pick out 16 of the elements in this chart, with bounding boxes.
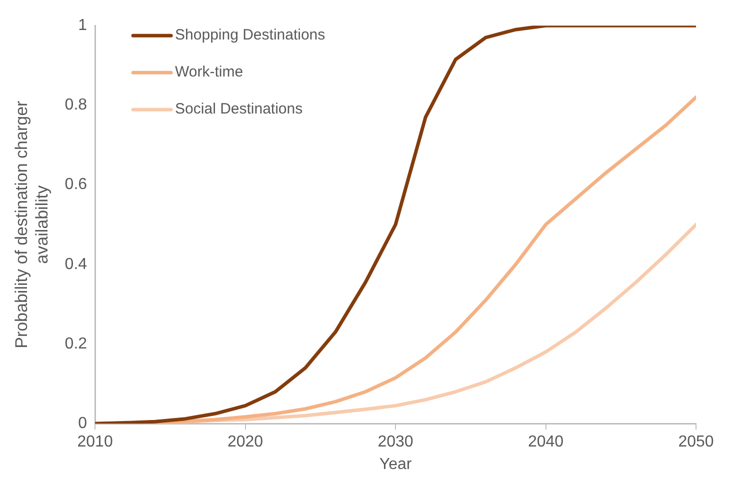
legend-label: Shopping Destinations bbox=[175, 26, 326, 44]
y-tick-label: 0.8 bbox=[64, 96, 88, 114]
y-tick-label: 0.2 bbox=[64, 335, 88, 352]
y-tick-label: 1 bbox=[78, 17, 88, 34]
legend-label: Work-time bbox=[175, 64, 244, 81]
x-tick-label: 2050 bbox=[678, 434, 714, 451]
y-tick-label: 0.6 bbox=[64, 176, 88, 194]
x-tick-label: 2040 bbox=[528, 434, 564, 451]
y-tick-label: 0 bbox=[78, 415, 88, 432]
x-tick-label: 2020 bbox=[227, 434, 264, 451]
legend-label: Social Destinations bbox=[175, 100, 303, 118]
x-tick-label: 2030 bbox=[378, 434, 414, 451]
y-tick-label: 0.4 bbox=[64, 256, 88, 273]
x-axis-title: Year bbox=[379, 456, 412, 473]
y-axis-title: Probability of destination charger availability bbox=[12, 100, 52, 348]
x-tick-label: 2010 bbox=[77, 434, 113, 451]
